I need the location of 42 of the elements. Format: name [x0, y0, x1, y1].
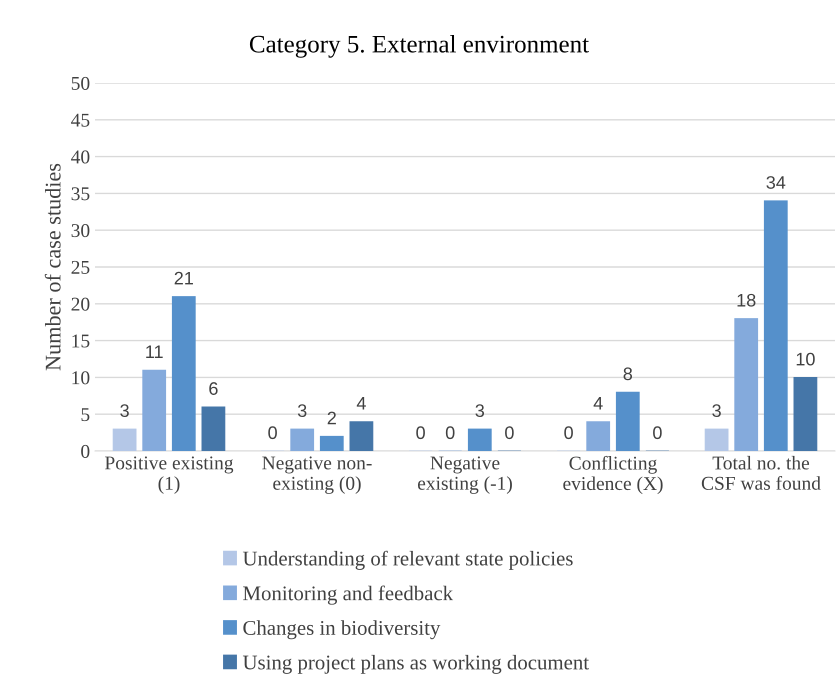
- data-label: 4: [594, 397, 603, 410]
- data-label: 0: [446, 426, 455, 440]
- data-label: 18: [738, 294, 756, 307]
- legend-label: Using project plans as working document: [242, 654, 589, 674]
- data-label: 11: [146, 346, 163, 358]
- legend-label: Understanding of relevant state policies: [242, 550, 573, 570]
- chart-title: Category 5. External environment: [250, 35, 589, 58]
- x-tick-label: Negative existing (-1): [418, 456, 512, 494]
- x-tick-label: Total no. the CSF was found: [702, 456, 821, 490]
- y-tick-label: 5: [82, 408, 90, 422]
- data-label: 3: [298, 404, 306, 418]
- data-label: 3: [120, 404, 129, 418]
- data-label: 21: [174, 272, 193, 284]
- y-tick-label: 15: [72, 334, 90, 348]
- x-tick-label: Positive existing (1): [105, 456, 234, 494]
- y-tick-label: 0: [81, 444, 90, 458]
- legend-label: Monitoring and feedback: [243, 586, 454, 605]
- y-axis-title: Number of case studies: [44, 164, 61, 370]
- data-label: 3: [712, 404, 721, 418]
- data-label: 10: [796, 352, 815, 366]
- data-label: 6: [209, 382, 218, 395]
- y-tick-label: 35: [72, 187, 90, 200]
- data-label: 34: [766, 176, 786, 189]
- y-tick-label: 40: [71, 150, 90, 164]
- data-label: 2: [328, 412, 336, 424]
- y-tick-label: 10: [72, 371, 90, 384]
- y-tick-label: 20: [72, 298, 90, 311]
- data-label: 0: [564, 426, 573, 440]
- data-label: 4: [356, 397, 366, 410]
- data-label: 3: [475, 404, 484, 418]
- data-label: 0: [505, 426, 514, 440]
- y-tick-label: 25: [72, 260, 90, 274]
- data-label: 0: [653, 426, 662, 440]
- x-tick-label: Conflicting evidence (X): [563, 456, 663, 494]
- data-label: 0: [416, 426, 425, 440]
- y-tick-label: 45: [71, 114, 90, 127]
- y-tick-label: 30: [72, 224, 90, 238]
- y-tick-label: 50: [72, 76, 90, 90]
- legend-label: Changes in biodiversity: [243, 620, 440, 640]
- x-tick-label: Negative non- existing (0): [262, 456, 372, 494]
- data-label: 8: [624, 367, 632, 380]
- data-label: 0: [268, 426, 277, 440]
